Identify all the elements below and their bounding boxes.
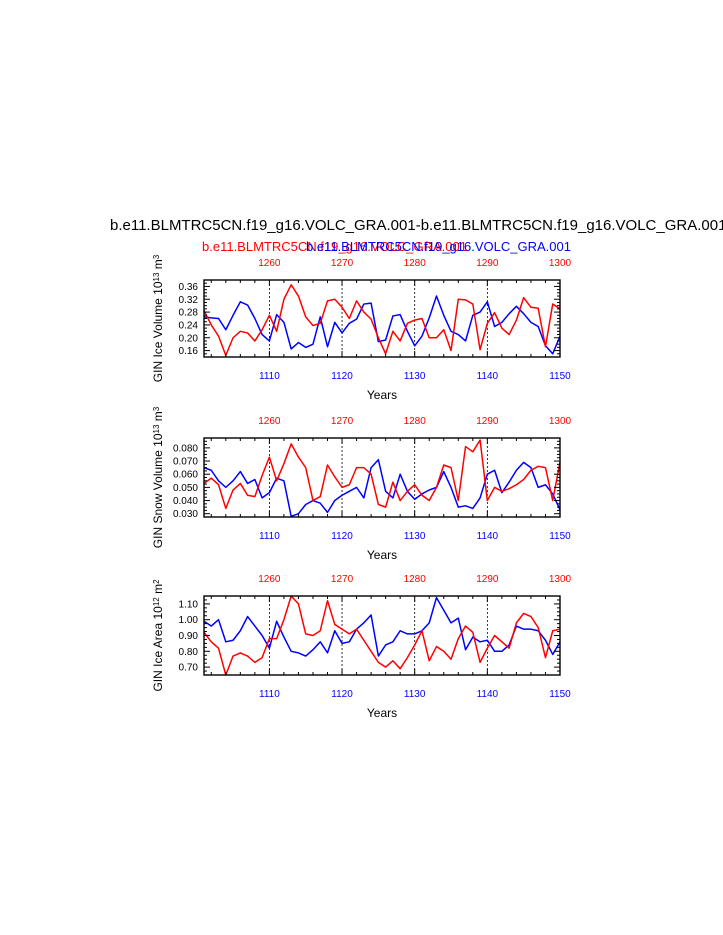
y-tick-label: 0.24 (179, 320, 199, 331)
x-tick-label-top: 1290 (476, 574, 499, 585)
x-tick-label-bottom: 1130 (404, 531, 426, 542)
y-tick-label: 0.050 (173, 483, 198, 494)
x-tick-label-top: 1300 (549, 416, 572, 427)
panel-1: 0.16 0.20 0.240.28 0.32 0.36 1110 1120 1130 1140… (151, 254, 572, 402)
x-tick-label-top: 1260 (258, 574, 281, 585)
x-tick-label-bottom: 1150 (549, 689, 571, 700)
y-tick-label: 0.32 (179, 295, 199, 306)
y-tick-label: 0.070 (173, 457, 198, 468)
y-tick-label: 0.90 (179, 631, 199, 642)
y-axis-title-exponent: 3 (152, 406, 161, 411)
x-tick-label-top: 1260 (258, 416, 281, 427)
x-axis-title: Years (367, 548, 397, 562)
y-tick-label: 0.16 (179, 346, 199, 357)
x-tick-label-top: 1280 (404, 258, 427, 269)
y-tick-label: 0.060 (173, 470, 198, 481)
y-axis-title-exponent: 3 (152, 254, 161, 259)
y-tick-label: 0.36 (179, 282, 199, 293)
x-tick-label-bottom: 1150 (549, 371, 571, 382)
y-tick-label: 0.080 (173, 443, 198, 454)
y-tick-label: 0.80 (179, 647, 199, 658)
y-tick-label: 1.00 (179, 615, 199, 626)
y-tick-label: 0.030 (173, 509, 198, 520)
x-tick-label-top: 1280 (404, 574, 427, 585)
y-tick-label: 0.20 (179, 333, 199, 344)
x-tick-label-top: 1290 (476, 416, 499, 427)
x-tick-label-top: 1280 (404, 416, 427, 427)
panels-group: 0.16 0.20 0.240.28 0.32 0.36 1110 1120 1130 1140… (151, 254, 572, 720)
x-tick-label-top: 1270 (331, 416, 354, 427)
x-axis-title: Years (367, 388, 397, 402)
y-axis-title-exponent: 13 (152, 272, 161, 281)
y-axis-title-part: GIN Ice Area 10 (151, 606, 165, 692)
panel-2: 0.030 0.040 0.050 0.060 0.070 0.080 1110 1120 11… (151, 406, 572, 562)
x-tick-label-top: 1300 (549, 258, 572, 269)
x-tick-label-bottom: 1140 (477, 689, 499, 700)
panel-3: 0.70 0.80 0.90 1.00 1.10 1110 1120 1130 1140 1150… (151, 574, 572, 720)
y-axis-title-part: GIN Snow Volume 10 (151, 433, 165, 548)
plot-frame (203, 595, 561, 676)
x-tick-label-bottom: 1140 (477, 371, 499, 382)
y-tick-label: 1.10 (179, 599, 199, 610)
subtitle-red: b.e11.BLMTRC5CN.f19_g16.VOLC_GRA.001 (202, 239, 467, 254)
y-tick-label: 0.040 (173, 496, 198, 507)
x-tick-label-bottom: 1120 (331, 371, 353, 382)
subtitle-blue: b.e11.BLMTRC5CN.f19_g16.VOLC_GRA.001 (306, 239, 571, 254)
x-tick-label-bottom: 1110 (259, 689, 280, 700)
y-axis-title-part: m (151, 259, 165, 272)
x-tick-label-top: 1270 (331, 574, 354, 585)
y-axis-title-part: GIN Ice Volume 10 (151, 281, 165, 382)
x-tick-label-top: 1300 (549, 574, 572, 585)
x-tick-label-top: 1270 (331, 258, 354, 269)
x-tick-label-bottom: 1150 (549, 531, 571, 542)
x-tick-label-bottom: 1120 (331, 531, 353, 542)
series-line-red (203, 439, 561, 510)
figure-title: b.e11.BLMTRC5CN.f19_g16.VOLC_GRA.001-b.e… (110, 217, 723, 234)
series-line-blue (203, 458, 561, 518)
series-line-red (203, 595, 561, 676)
x-tick-label-bottom: 1110 (259, 371, 280, 382)
x-tick-label-bottom: 1130 (404, 371, 426, 382)
x-tick-label-top: 1290 (476, 258, 499, 269)
x-axis-title: Years (367, 706, 397, 720)
y-axis-title: GIN Ice Area 1012 m2 (151, 579, 165, 692)
y-axis-title-part: m (151, 584, 165, 597)
x-tick-label-bottom: 1110 (259, 531, 280, 542)
y-axis-title: GIN Snow Volume 1013 m3 (151, 406, 165, 548)
y-axis-title-exponent: 12 (152, 597, 161, 606)
x-tick-label-bottom: 1130 (404, 689, 426, 700)
x-tick-label-bottom: 1140 (477, 531, 499, 542)
x-tick-label-top: 1260 (258, 258, 281, 269)
x-tick-label-bottom: 1120 (331, 689, 353, 700)
y-tick-label: 0.70 (179, 663, 199, 674)
y-axis-title-exponent: 2 (152, 579, 161, 584)
y-axis-title-part: m (151, 411, 165, 424)
series-line-blue (203, 295, 561, 355)
series-line-blue (203, 596, 561, 657)
series-line-red (203, 284, 561, 357)
y-axis-title: GIN Ice Volume 1013 m3 (151, 254, 165, 382)
y-axis-title-exponent: 13 (152, 424, 161, 433)
y-tick-label: 0.28 (179, 308, 199, 319)
